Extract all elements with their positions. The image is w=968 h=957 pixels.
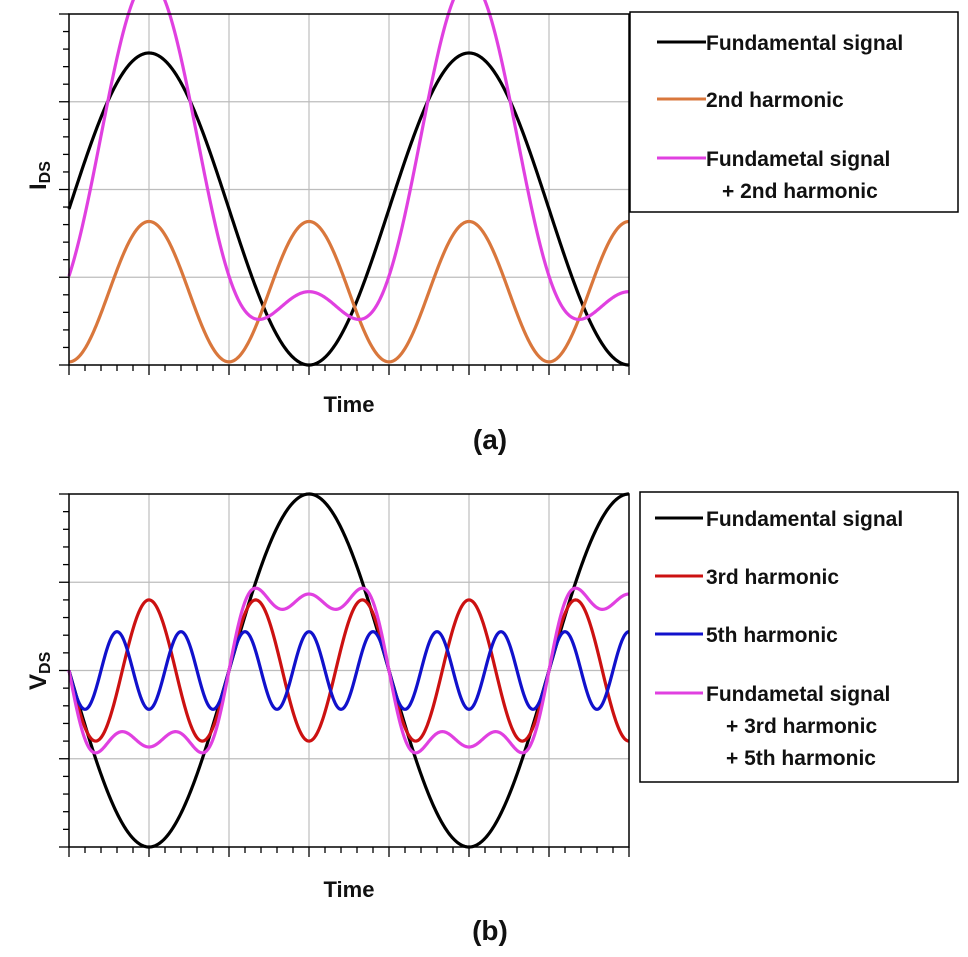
grid-a	[69, 14, 629, 365]
series-lines-a	[67, 0, 630, 367]
legend-label-b-2: 5th harmonic	[706, 624, 838, 647]
legend-label-a-1: 2nd harmonic	[706, 89, 844, 112]
series-line-b-1	[67, 598, 630, 743]
legend-label-a-2-line2: + 2nd harmonic	[722, 180, 878, 203]
panel-label-b: (b)	[472, 915, 508, 946]
plot-frame-b	[68, 493, 630, 848]
legend-box-a	[629, 11, 959, 213]
series-lines-b	[67, 492, 630, 849]
panel-label-a: (a)	[473, 424, 507, 455]
series-line-b-3	[67, 586, 630, 755]
ticks-a	[59, 13, 630, 375]
chart-panel-a: Time IDS (a) Fundamental signal 2nd harm…	[25, 0, 959, 455]
legend-box-b	[639, 491, 959, 783]
y-axis-label-a: IDS	[25, 161, 54, 190]
legend-label-b-3-line2: + 3rd harmonic	[726, 715, 877, 738]
legend-label-b-0: Fundamental signal	[706, 508, 903, 531]
series-line-b-2	[67, 630, 630, 711]
grid-b	[69, 494, 629, 847]
series-line-a-0	[67, 51, 630, 367]
legend-label-a-0: Fundamental signal	[706, 32, 903, 55]
legend-a: Fundamental signal 2nd harmonic Fundamet…	[629, 11, 959, 213]
legend-label-a-2-line1: Fundametal signal	[706, 148, 890, 171]
plot-frame-a	[68, 13, 630, 366]
legend-label-b-3-line1: Fundametal signal	[706, 683, 890, 706]
y-axis-label-b: VDS	[25, 651, 54, 690]
x-axis-label-a: Time	[324, 392, 375, 417]
x-axis-label-b: Time	[324, 877, 375, 902]
series-line-a-1	[68, 219, 630, 364]
legend-label-b-3-line3: + 5th harmonic	[726, 747, 876, 770]
series-line-a-2	[67, 0, 630, 322]
legend-b: Fundamental signal 3rd harmonic 5th harm…	[639, 491, 959, 783]
ticks-b	[59, 493, 630, 857]
legend-label-b-1: 3rd harmonic	[706, 566, 839, 589]
chart-panel-b: Time VDS (b) Fundamental signal 3rd harm…	[25, 491, 959, 946]
